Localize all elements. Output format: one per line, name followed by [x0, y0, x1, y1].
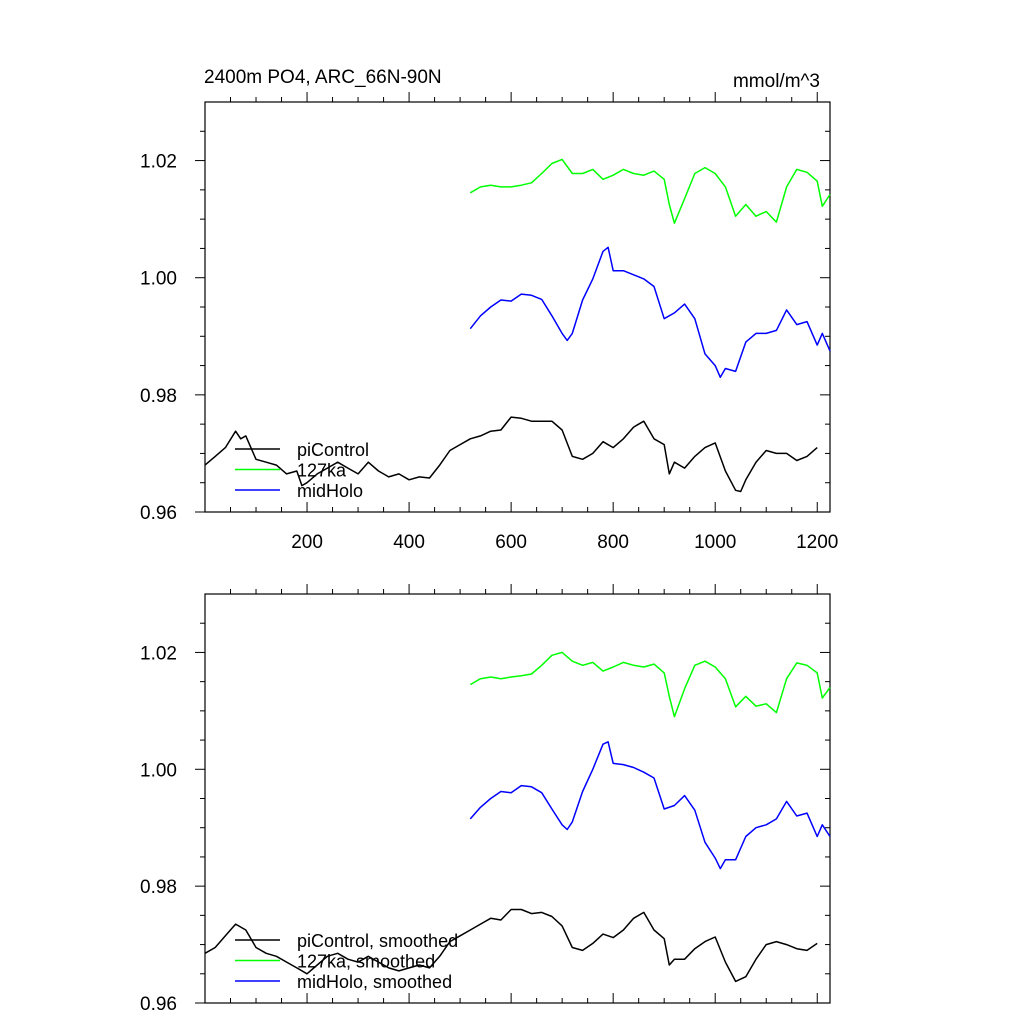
x-tick-label: 1000 [694, 532, 736, 553]
x-tick-label: 400 [393, 532, 425, 553]
y-tick-label: 1.00 [140, 760, 177, 781]
series-line [469, 741, 831, 870]
legend-label: midHolo, smoothed [297, 972, 452, 992]
y-tick-label: 0.96 [140, 994, 177, 1015]
y-tick-label: 1.00 [140, 269, 177, 290]
legend-label: midHolo [297, 481, 363, 501]
x-tick-label: 200 [291, 532, 323, 553]
series-line [469, 246, 831, 379]
legend-label: 127ka, smoothed [297, 952, 435, 972]
y-tick-label: 1.02 [140, 152, 177, 173]
y-tick-label: 0.98 [140, 877, 177, 898]
panel-top: 200 400 600 800 1000 1200 0.96 0.98 1.00 1.02 piCo… [140, 92, 838, 553]
series-line [204, 908, 818, 983]
legend-label: piControl [297, 440, 369, 460]
x-tick-label: 1200 [796, 532, 838, 553]
series-line [469, 651, 831, 718]
panel-bottom: 0.96 0.98 1.00 1.02 piControl, smoothed127ka… [140, 584, 831, 1015]
x-tick-label: 600 [495, 532, 527, 553]
x-tick-label: 800 [597, 532, 629, 553]
plot-title: 2400m PO4, ARC_66N-90N [204, 67, 442, 88]
y-tick-label: 0.96 [140, 503, 177, 524]
series-line [204, 416, 818, 493]
y-tick-label: 0.98 [140, 386, 177, 407]
series-line [469, 158, 831, 224]
units-label: mmol/m^3 [733, 71, 820, 92]
legend-label: 127ka [297, 461, 347, 481]
y-tick-label: 1.02 [140, 643, 177, 664]
legend-label: piControl, smoothed [297, 931, 458, 951]
